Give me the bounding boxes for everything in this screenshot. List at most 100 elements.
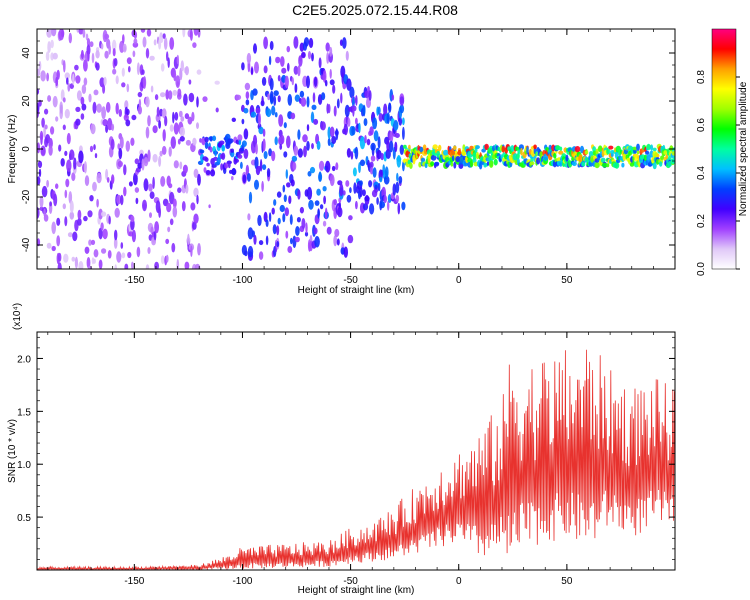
spectrogram-cell [112,39,117,52]
spectrogram-cell [143,157,149,167]
spectrogram-cell [574,146,581,153]
spectrogram-cell [45,51,50,61]
spectrogram-cell [247,245,254,258]
spectrogram-cell [453,161,457,169]
x-tick-label: -100 [232,576,252,587]
spectrogram-cell [83,59,88,72]
spectrogram-cell [294,83,298,93]
spectrogram-cell [402,126,405,140]
y-tick-label: 1.0 [17,460,31,471]
spectrogram-cell [78,150,84,164]
spectrogram-cell [158,206,162,218]
spectrogram-cell [121,82,126,88]
spectrogram-cell [172,89,178,96]
spectrogram-cell [193,29,199,36]
spectrogram-cell [80,96,85,105]
spectrogram-cell [227,161,231,169]
spectrogram-cell [46,179,49,188]
spectrogram-cell [602,162,608,168]
spectrogram-cell [269,90,274,104]
spectrogram-cell [453,145,457,151]
spectrogram-cell [206,162,210,167]
spectrogram-cell [193,168,199,178]
spectrogram-cell [171,242,176,253]
spectrogram-cell [214,149,217,157]
spectrogram-cell [399,144,404,155]
y-tick-label: -40 [21,237,32,252]
spectrogram-cell [402,117,405,126]
spectrogram-cell [58,252,62,262]
spectrogram-cell [672,156,675,164]
spectrogram-cell [364,135,367,144]
spectrogram-cell [41,117,45,128]
spectrogram-cell [166,202,172,213]
spectrogram-cell [311,143,314,150]
spectrogram-cell [196,194,199,205]
spectrogram-cell [343,123,348,136]
spectrogram-cell [295,226,300,236]
spectrogram-cell [558,150,564,155]
spectrogram-cell [118,109,123,117]
spectrogram-cell [355,117,358,125]
spectrogram-cell [48,145,53,156]
spectrogram-cell [86,38,91,47]
spectrogram-cell [83,77,88,86]
spectrogram-cell [218,140,225,145]
spectrogram-cell [342,37,347,49]
spectrogram-cell [347,117,351,127]
spectrogram-cell [37,238,41,247]
spectrogram-cell [182,164,188,174]
spectrogram-cell [660,155,665,160]
spectrogram-cell [125,119,131,127]
spectrogram-cell [231,167,236,176]
spectrogram-cell [245,91,250,100]
spectrogram-cell [377,182,381,192]
spectrogram-cell [252,88,258,96]
spectrogram-cell [55,116,59,122]
spectrogram-cell [173,122,179,135]
spectrogram-cell [374,184,378,190]
spectrogram-cell [71,256,76,262]
spectrogram-cell [94,153,98,159]
spectrogram-cell [88,239,92,246]
spectrogram-cell [61,29,65,38]
spectrogram-cell [180,116,185,122]
spectrogram-cell [571,161,577,167]
spectrogram-cell [332,84,336,94]
spectrogram-cell [349,187,352,194]
spectrogram-cell [297,65,301,77]
spectrogram-cell [191,111,195,122]
spectrogram-cell [104,50,109,59]
spectrogram-cell [60,158,65,167]
spectrogram-cell [179,136,185,142]
spectrogram-cell [185,184,189,194]
spectrogram-cell [176,258,180,269]
x-tick-label: 50 [561,576,573,587]
spectrogram-cell [588,151,594,157]
spectrogram-cell [529,161,535,166]
spectrogram-cell [559,146,563,151]
spectrogram-cell [306,124,310,132]
spectrogram-cell [337,206,343,218]
spectrogram-cell [64,108,70,119]
spectrogram-cell [319,204,324,210]
spectrogram-cell [430,161,435,167]
spectrogram-cell [351,126,356,136]
spectrogram-cell [230,148,234,153]
spectrogram-cell [364,196,370,202]
spectrogram-cell [178,110,183,118]
spectrogram-cell [282,184,286,193]
spectrogram-cell [294,236,300,243]
spectrogram-cell [395,194,400,203]
spectrogram-cell [202,96,208,102]
spectrogram-cell [358,162,361,174]
spectrogram-cell [128,66,131,73]
spectrogram-cell [66,159,72,172]
spectrogram-cell [388,102,392,113]
spectrogram-cell [334,228,340,238]
spectrogram-cell [160,92,166,98]
spectrogram-cell [278,114,284,127]
spectrogram-cell [183,93,188,106]
spectrogram-cell [37,176,41,185]
spectrogram-cell [265,108,272,118]
